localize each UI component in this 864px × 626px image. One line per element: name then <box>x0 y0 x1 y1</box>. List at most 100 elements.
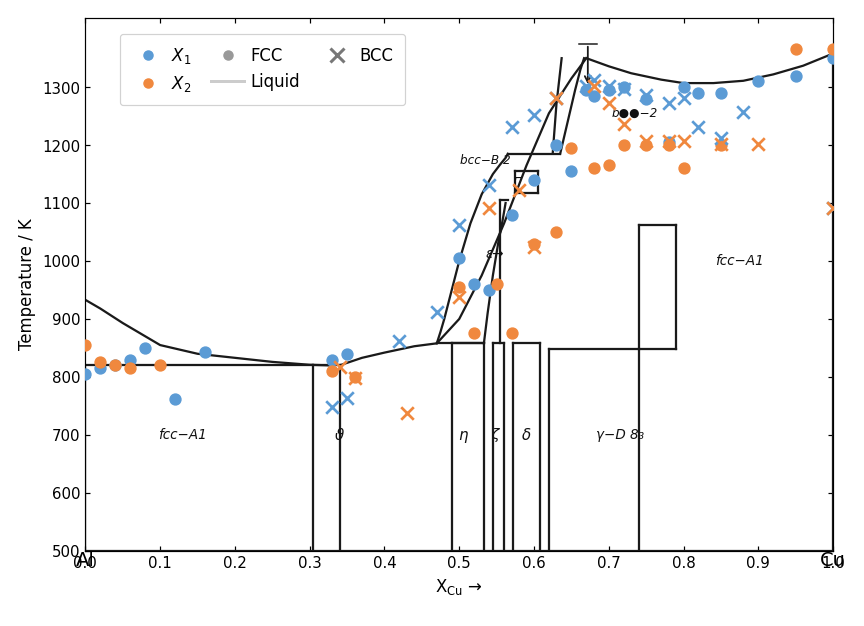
Point <box>714 88 727 98</box>
Point <box>662 136 676 146</box>
Point <box>617 83 631 93</box>
Point <box>93 357 107 367</box>
Point <box>826 203 840 213</box>
Point <box>602 85 616 95</box>
Point <box>124 355 137 365</box>
Text: b●●−2: b●●−2 <box>612 107 658 120</box>
Point <box>490 279 504 289</box>
Point <box>617 140 631 150</box>
Point <box>527 242 541 252</box>
Point <box>505 122 518 132</box>
Text: δ: δ <box>522 428 531 443</box>
Point <box>752 77 766 87</box>
Point <box>138 343 152 353</box>
Point <box>392 336 406 346</box>
Text: fcc−A1: fcc−A1 <box>158 428 207 442</box>
Point <box>550 93 563 103</box>
Point <box>587 81 600 91</box>
Point <box>602 81 616 91</box>
Point <box>826 203 840 213</box>
Point <box>550 140 563 150</box>
Point <box>198 347 212 357</box>
Point <box>714 140 727 150</box>
Point <box>527 175 541 185</box>
Point <box>677 163 690 173</box>
Point <box>430 307 444 317</box>
Point <box>714 133 727 143</box>
Point <box>662 140 676 150</box>
Point <box>550 227 563 237</box>
Point <box>736 108 750 118</box>
Point <box>467 329 481 339</box>
Point <box>482 203 496 213</box>
Point <box>602 99 616 109</box>
Point <box>691 88 705 98</box>
Point <box>340 394 354 404</box>
Point <box>639 140 653 150</box>
Text: η: η <box>458 428 467 443</box>
Point <box>79 369 92 379</box>
Point <box>453 254 467 264</box>
Text: fcc−A1: fcc−A1 <box>715 254 764 269</box>
Point <box>527 110 541 120</box>
Point <box>662 138 676 148</box>
Point <box>677 83 690 93</box>
Text: ϑ: ϑ <box>335 428 344 443</box>
Point <box>153 361 167 371</box>
Point <box>826 45 840 55</box>
Point <box>482 180 496 190</box>
Text: ζ: ζ <box>492 428 499 442</box>
Point <box>564 143 578 153</box>
Point <box>505 210 518 220</box>
Legend: $X_1$, $X_2$, FCC, Liquid, BCC: $X_1$, $X_2$, FCC, Liquid, BCC <box>120 34 405 106</box>
Y-axis label: Temperature / K: Temperature / K <box>18 218 36 350</box>
Point <box>550 93 563 103</box>
Point <box>482 285 496 295</box>
Point <box>826 54 840 64</box>
Point <box>325 355 339 365</box>
Point <box>108 361 122 371</box>
X-axis label: $\mathregular{X_{Cu}}$ →: $\mathregular{X_{Cu}}$ → <box>435 577 483 597</box>
Point <box>789 71 803 81</box>
Point <box>789 45 803 55</box>
Text: ε→: ε→ <box>486 247 505 261</box>
Point <box>602 161 616 171</box>
Text: Cu: Cu <box>820 551 846 570</box>
Point <box>400 408 414 418</box>
Point <box>453 282 467 292</box>
Point <box>108 361 122 371</box>
Point <box>639 94 653 104</box>
Point <box>617 119 631 129</box>
Point <box>93 364 107 374</box>
Point <box>617 85 631 95</box>
Point <box>333 362 346 372</box>
Point <box>564 167 578 177</box>
Point <box>580 85 594 95</box>
Point <box>691 122 705 132</box>
Point <box>587 91 600 101</box>
Point <box>714 139 727 149</box>
Point <box>587 163 600 173</box>
Point <box>325 366 339 376</box>
Point <box>512 185 526 195</box>
Point <box>79 341 92 351</box>
Point <box>639 136 653 146</box>
Point <box>347 372 361 382</box>
Point <box>168 394 182 404</box>
Text: γ−D 8₃: γ−D 8₃ <box>596 428 644 442</box>
Point <box>527 239 541 249</box>
Point <box>505 329 518 339</box>
Point <box>639 90 653 100</box>
Point <box>467 279 481 289</box>
Point <box>580 81 594 91</box>
Point <box>453 220 467 230</box>
Point <box>662 99 676 109</box>
Point <box>124 364 137 374</box>
Point <box>347 373 361 383</box>
Text: bcc−B 2: bcc−B 2 <box>460 153 511 167</box>
Point <box>587 76 600 86</box>
Text: Γ: Γ <box>513 176 520 190</box>
Point <box>752 139 766 149</box>
Point <box>453 292 467 302</box>
Point <box>677 93 690 103</box>
